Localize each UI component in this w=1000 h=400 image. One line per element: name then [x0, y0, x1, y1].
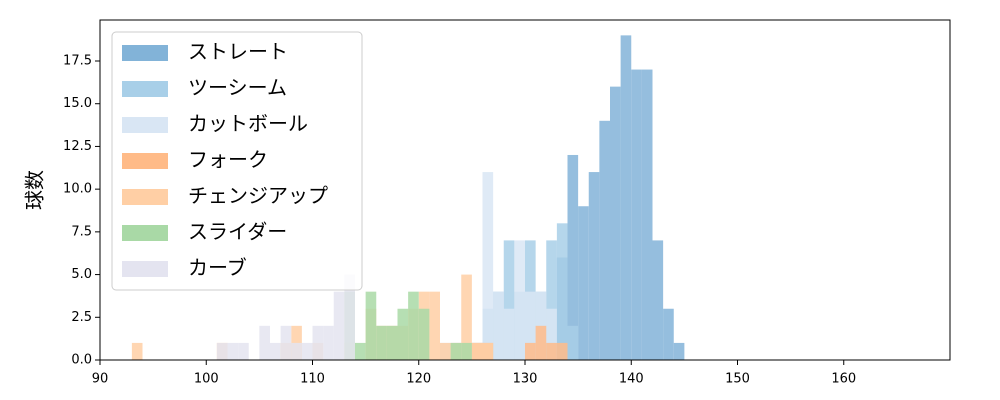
- legend-swatch: [122, 45, 168, 61]
- legend-swatch: [122, 261, 168, 277]
- legend-label: カーブ: [188, 256, 247, 280]
- bar: [291, 325, 302, 360]
- bar: [546, 308, 557, 360]
- bar: [259, 325, 270, 360]
- bar: [355, 342, 366, 360]
- bar: [471, 342, 483, 360]
- legend-label: ツーシーム: [188, 76, 287, 100]
- bar: [663, 308, 674, 360]
- bar: [450, 342, 462, 360]
- x-tick-label: 150: [725, 372, 750, 387]
- x-tick-label: 130: [513, 372, 538, 387]
- bar: [440, 342, 451, 360]
- bar: [493, 291, 504, 360]
- bar: [546, 240, 557, 360]
- bar: [216, 342, 228, 360]
- bar: [461, 274, 472, 360]
- bar: [546, 342, 557, 360]
- bar: [610, 86, 621, 360]
- bar: [525, 342, 536, 360]
- x-tick-label: 160: [831, 372, 856, 387]
- legend-swatch: [122, 225, 168, 241]
- bar: [397, 308, 409, 360]
- y-tick-label: 7.5: [71, 224, 92, 239]
- bar: [323, 325, 334, 360]
- x-tick-label: 140: [619, 372, 644, 387]
- bar: [503, 240, 515, 360]
- bar: [652, 240, 664, 360]
- bar: [482, 172, 494, 360]
- y-tick-label: 17.5: [63, 54, 92, 69]
- bar: [429, 291, 440, 360]
- bar: [631, 69, 642, 361]
- bar: [280, 325, 292, 360]
- bar: [641, 69, 653, 361]
- y-tick-label: 10.0: [63, 182, 92, 197]
- bar: [301, 342, 313, 360]
- bar: [386, 325, 398, 360]
- legend-label: ストレート: [188, 40, 288, 64]
- bar: [270, 342, 281, 360]
- bar: [238, 342, 249, 360]
- bar: [567, 325, 579, 360]
- legend-label: チェンジアップ: [188, 184, 328, 208]
- y-tick-label: 5.0: [71, 267, 92, 282]
- legend-swatch: [122, 81, 168, 97]
- bar: [408, 291, 419, 360]
- x-tick-label: 100: [194, 372, 219, 387]
- x-tick-label: 90: [92, 372, 109, 387]
- bar: [312, 325, 324, 360]
- bar: [578, 206, 589, 360]
- y-tick-label: 15.0: [63, 96, 92, 111]
- y-tick-label: 2.5: [71, 310, 92, 325]
- legend-frame: [111, 31, 363, 291]
- bar: [673, 342, 685, 360]
- bar: [482, 342, 494, 360]
- legend-label: フォーク: [188, 148, 268, 172]
- bar: [620, 35, 632, 360]
- x-tick-label: 120: [406, 372, 431, 387]
- bar: [567, 154, 579, 360]
- bar: [525, 291, 536, 360]
- bar: [418, 308, 430, 360]
- y-axis-label: 球数: [23, 170, 47, 210]
- bar: [503, 308, 515, 360]
- y-tick-label: 0.0: [71, 353, 92, 368]
- legend-label: スライダー: [188, 220, 287, 244]
- legend-swatch: [122, 153, 168, 169]
- bar: [514, 240, 525, 360]
- bar: [376, 325, 387, 360]
- legend-swatch: [122, 117, 168, 133]
- bar: [461, 342, 472, 360]
- legend-label: カットボール: [188, 112, 308, 136]
- x-tick-label: 110: [300, 372, 325, 387]
- bar: [556, 342, 568, 360]
- bar: [333, 291, 345, 360]
- bar: [588, 172, 600, 360]
- bar: [556, 223, 568, 360]
- bar: [227, 342, 239, 360]
- bar: [131, 342, 143, 360]
- bar: [535, 325, 547, 360]
- bar: [291, 342, 302, 360]
- bar: [599, 120, 610, 361]
- bar: [365, 291, 377, 360]
- legend-swatch: [122, 189, 168, 205]
- y-tick-label: 12.5: [63, 139, 92, 154]
- bar: [344, 274, 355, 360]
